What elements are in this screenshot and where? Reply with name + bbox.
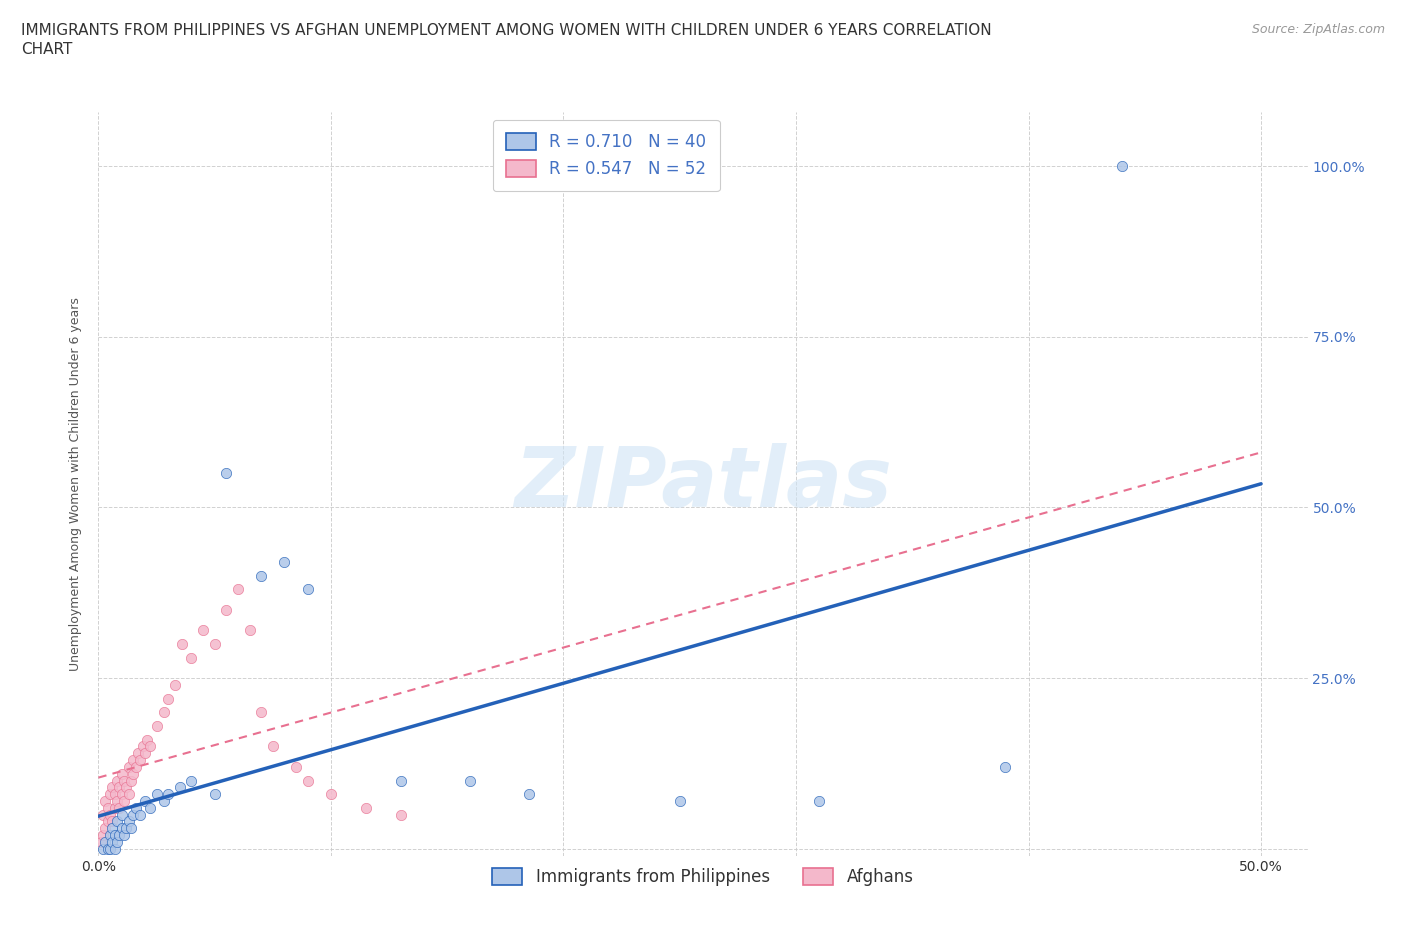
Point — [98, 807, 121, 822]
Point — [204, 636, 226, 651]
Point — [105, 814, 128, 829]
Point — [134, 793, 156, 808]
Point — [668, 793, 690, 808]
Point — [104, 787, 127, 802]
Point — [297, 582, 319, 597]
Point — [112, 828, 135, 843]
Point — [124, 760, 146, 775]
Point — [136, 732, 159, 747]
Point — [191, 623, 214, 638]
Point — [354, 801, 377, 816]
Point — [111, 787, 134, 802]
Point — [108, 828, 131, 843]
Point — [101, 821, 124, 836]
Point — [994, 760, 1017, 775]
Point — [273, 554, 295, 569]
Point — [180, 773, 202, 788]
Point — [1111, 159, 1133, 174]
Point — [97, 801, 120, 816]
Text: IMMIGRANTS FROM PHILIPPINES VS AFGHAN UNEMPLOYMENT AMONG WOMEN WITH CHILDREN UND: IMMIGRANTS FROM PHILIPPINES VS AFGHAN UN… — [21, 23, 991, 38]
Point — [98, 828, 121, 843]
Point — [111, 821, 134, 836]
Point — [215, 603, 238, 618]
Point — [319, 787, 342, 802]
Text: ZIPatlas: ZIPatlas — [515, 443, 891, 525]
Point — [101, 780, 124, 795]
Point — [97, 814, 120, 829]
Point — [91, 807, 114, 822]
Point — [94, 793, 117, 808]
Point — [104, 842, 127, 857]
Point — [129, 807, 152, 822]
Text: CHART: CHART — [21, 42, 73, 57]
Point — [204, 787, 226, 802]
Point — [226, 582, 249, 597]
Point — [250, 568, 273, 583]
Point — [91, 828, 114, 843]
Point — [118, 787, 141, 802]
Point — [105, 834, 128, 849]
Point — [101, 814, 124, 829]
Point — [122, 752, 145, 767]
Point — [122, 807, 145, 822]
Point — [108, 801, 131, 816]
Point — [157, 787, 180, 802]
Point — [118, 814, 141, 829]
Point — [120, 773, 142, 788]
Legend: Immigrants from Philippines, Afghans: Immigrants from Philippines, Afghans — [479, 855, 927, 899]
Point — [808, 793, 831, 808]
Point — [111, 766, 134, 781]
Point — [239, 623, 262, 638]
Point — [122, 766, 145, 781]
Point — [134, 746, 156, 761]
Point — [129, 752, 152, 767]
Point — [157, 691, 180, 706]
Point — [165, 678, 187, 693]
Point — [108, 780, 131, 795]
Point — [145, 719, 167, 734]
Point — [180, 650, 202, 665]
Y-axis label: Unemployment Among Women with Children Under 6 years: Unemployment Among Women with Children U… — [69, 297, 83, 671]
Point — [112, 773, 135, 788]
Point — [118, 760, 141, 775]
Point — [389, 773, 412, 788]
Point — [250, 705, 273, 720]
Point — [138, 801, 160, 816]
Point — [98, 787, 121, 802]
Point — [115, 821, 138, 836]
Point — [94, 834, 117, 849]
Point — [460, 773, 482, 788]
Point — [105, 793, 128, 808]
Point — [94, 821, 117, 836]
Point — [215, 466, 238, 481]
Point — [91, 842, 114, 857]
Point — [145, 787, 167, 802]
Point — [152, 793, 174, 808]
Point — [97, 842, 120, 857]
Point — [120, 821, 142, 836]
Point — [112, 793, 135, 808]
Point — [285, 760, 308, 775]
Point — [90, 834, 112, 849]
Point — [389, 807, 412, 822]
Point — [172, 636, 194, 651]
Point — [517, 787, 540, 802]
Point — [104, 801, 127, 816]
Point — [152, 705, 174, 720]
Point — [124, 801, 146, 816]
Point — [101, 834, 124, 849]
Text: Source: ZipAtlas.com: Source: ZipAtlas.com — [1251, 23, 1385, 36]
Point — [138, 739, 160, 754]
Point — [131, 739, 153, 754]
Point — [169, 780, 191, 795]
Point — [115, 780, 138, 795]
Point — [105, 773, 128, 788]
Point — [111, 807, 134, 822]
Point — [297, 773, 319, 788]
Point — [127, 746, 149, 761]
Point — [104, 828, 127, 843]
Point — [262, 739, 284, 754]
Point — [98, 842, 121, 857]
